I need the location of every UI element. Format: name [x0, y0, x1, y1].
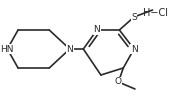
Text: N: N	[94, 26, 100, 34]
Text: HN: HN	[1, 44, 14, 53]
Text: N: N	[131, 44, 137, 53]
Text: H−Cl: H−Cl	[143, 8, 168, 18]
Text: N: N	[66, 44, 73, 53]
Text: S: S	[131, 12, 137, 21]
Text: O: O	[115, 78, 122, 87]
